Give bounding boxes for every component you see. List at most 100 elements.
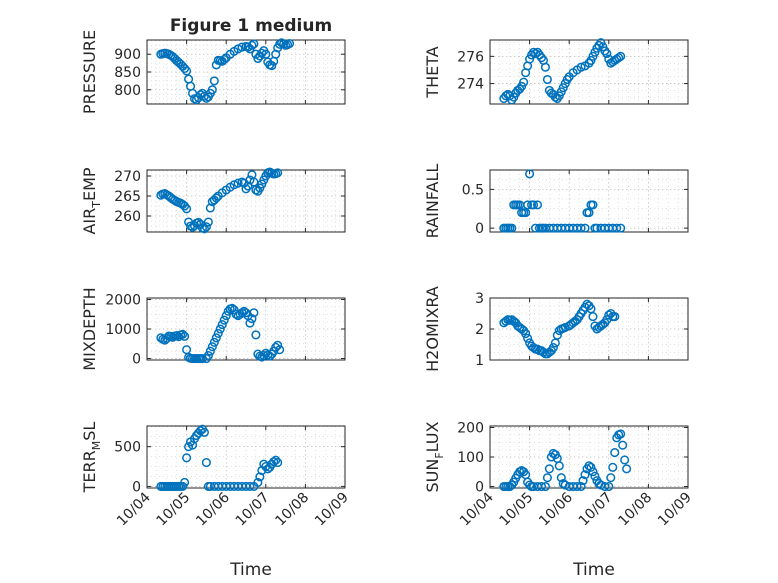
- data-point: [612, 223, 622, 233]
- data-point: [580, 223, 590, 233]
- y-tick-label: 1: [475, 353, 484, 369]
- data-point: [540, 62, 550, 72]
- data-point: [207, 342, 217, 352]
- subplot-air-temp: 260 265 270 AIRTEMP: [80, 167, 346, 235]
- data-point: [182, 204, 192, 214]
- data-point: [285, 39, 295, 49]
- data-point: [576, 481, 586, 492]
- data-point: [245, 318, 255, 328]
- data-point: [620, 455, 630, 465]
- data-point: [525, 169, 535, 179]
- data-point: [523, 200, 533, 210]
- data-point: [542, 473, 552, 483]
- y-axis-label-pressure: PRESSURE: [80, 30, 99, 114]
- x-axis-label-right: Time: [572, 560, 615, 580]
- data-point: [610, 312, 620, 322]
- y-tick-label: 0: [132, 479, 141, 495]
- data-point: [247, 40, 257, 50]
- data-point: [182, 453, 192, 463]
- data-point: [544, 464, 554, 474]
- data-point: [600, 481, 610, 492]
- data-point: [572, 481, 582, 492]
- data-point: [261, 461, 271, 472]
- y-tick-label: 0.5: [462, 182, 484, 198]
- y-tick-label: 276: [457, 49, 484, 65]
- x-tick-label: 10/06: [536, 489, 576, 529]
- data-point: [588, 312, 598, 322]
- x-tick-label: 10/09: [312, 490, 352, 530]
- x-tick-label: 10/08: [615, 490, 655, 530]
- axes-box: [489, 169, 689, 233]
- data-point: [233, 178, 243, 188]
- y-axis-label-h2omixra: H2OMIXRA: [423, 286, 442, 372]
- x-tick-label: 10/06: [193, 489, 233, 529]
- data-point: [215, 324, 225, 334]
- data-point: [201, 458, 211, 468]
- data-point: [590, 471, 600, 481]
- data-point: [180, 477, 190, 487]
- data-point: [604, 310, 614, 320]
- data-point: [213, 328, 223, 338]
- y-tick-label: 2: [475, 322, 484, 338]
- data-point: [249, 308, 259, 318]
- y-tick-label: 274: [457, 77, 484, 93]
- data-point: [614, 53, 624, 63]
- x-tick-label: 10/08: [272, 490, 312, 530]
- data-point: [604, 481, 614, 492]
- data-point: [267, 61, 277, 71]
- data-point: [622, 464, 632, 474]
- y-axis-label-theta: THETA: [423, 46, 442, 98]
- data-point: [180, 63, 190, 73]
- x-tick-label: 10/07: [576, 490, 616, 530]
- data-point: [205, 346, 215, 356]
- axes-box: [489, 39, 689, 105]
- data-point: [521, 329, 531, 339]
- data-point: [588, 467, 598, 477]
- data-point: [231, 309, 241, 319]
- data-point: [586, 462, 596, 472]
- data-point: [519, 77, 529, 87]
- data-point: [580, 470, 590, 480]
- subplot-pressure: 800 850 900 PRESSURE: [80, 30, 346, 114]
- data-point: [532, 200, 543, 210]
- data-point: [606, 473, 616, 483]
- figure-title: Figure 1 medium: [170, 16, 332, 36]
- data-point: [221, 311, 231, 321]
- data-point: [249, 177, 259, 187]
- y-axis-label-air-temp: AIRTEMP: [80, 167, 103, 234]
- data-point: [529, 200, 539, 210]
- data-point: [273, 168, 283, 178]
- x-tick-label: 10/05: [497, 490, 537, 530]
- data-point: [576, 62, 586, 72]
- data-point: [203, 351, 213, 361]
- data-point: [219, 55, 229, 65]
- data-point: [249, 39, 259, 49]
- data-point: [178, 329, 188, 339]
- y-tick-label: 265: [114, 189, 141, 205]
- x-tick-label: 10/05: [154, 490, 194, 530]
- data-point: [245, 481, 255, 491]
- data-point: [530, 49, 541, 59]
- data-point: [273, 458, 283, 468]
- data-point: [279, 39, 289, 49]
- data-point: [618, 440, 628, 450]
- data-point: [209, 337, 219, 347]
- subplot-terr-msl: 0 500 10/04 10/05 10/06 10/07 10/08 10/09 TERRMS…: [80, 422, 352, 530]
- data-point: [209, 76, 219, 86]
- data-point: [275, 345, 285, 355]
- y-tick-label: 900: [114, 47, 141, 63]
- data-point: [588, 200, 598, 210]
- y-tick-label: 0: [132, 352, 141, 368]
- subplot-grid: 800 850 900 PRESSURE 274 276 THETA 260 265 270 AIR…: [80, 30, 695, 529]
- data-point: [576, 223, 586, 233]
- data-point: [211, 193, 221, 203]
- subplot-rainfall: 0 0.5 RAINFALL: [423, 164, 689, 238]
- data-point: [253, 477, 263, 487]
- data-point: [608, 462, 618, 472]
- data-point: [550, 92, 560, 102]
- data-point: [199, 224, 209, 234]
- subplot-theta: 274 276 THETA: [423, 38, 689, 105]
- y-tick-label: 1000: [105, 322, 141, 338]
- data-point: [602, 49, 612, 59]
- data-point: [251, 330, 261, 340]
